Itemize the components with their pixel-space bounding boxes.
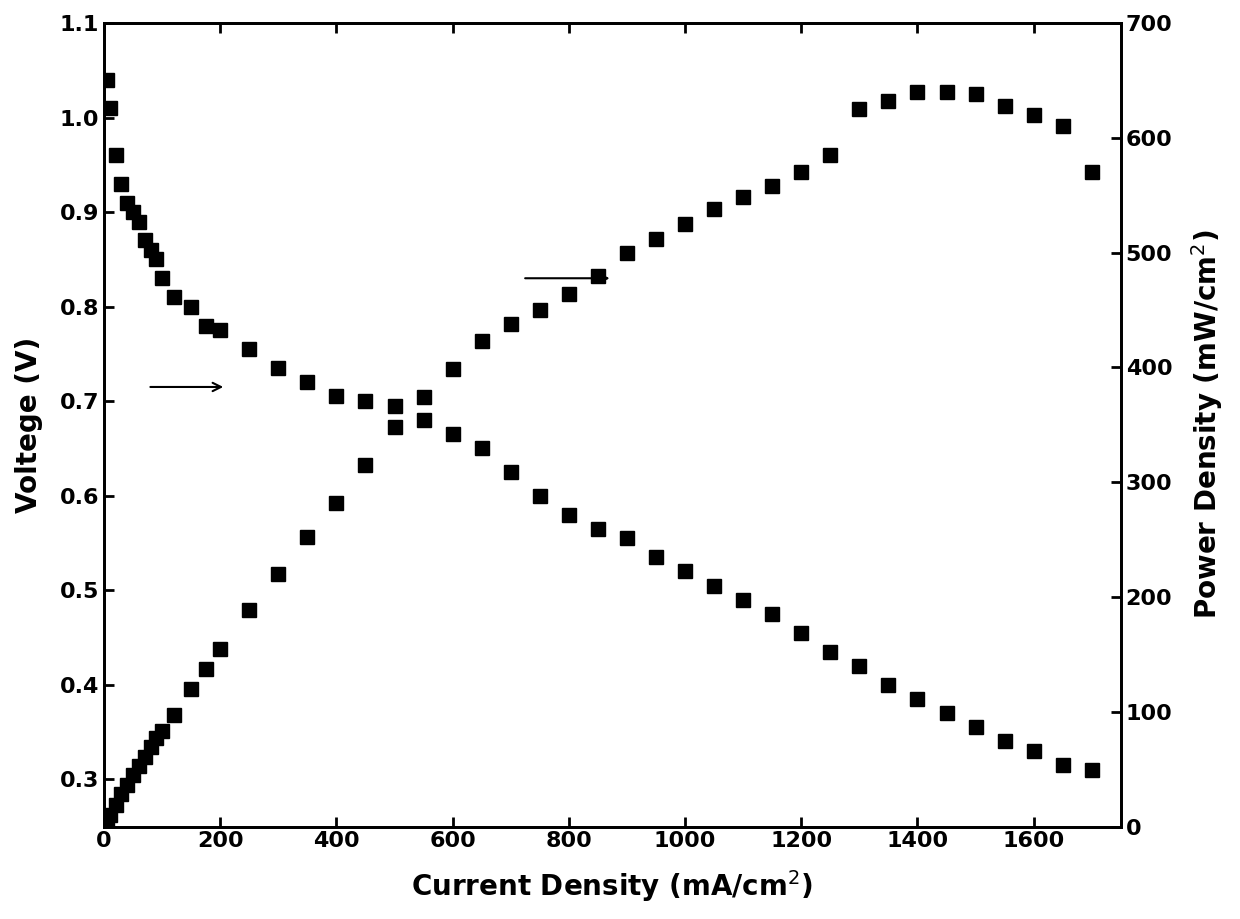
Y-axis label: Power Density (mW/cm$^2$): Power Density (mW/cm$^2$) bbox=[1189, 230, 1225, 619]
Y-axis label: Voltege (V): Voltege (V) bbox=[15, 336, 43, 513]
X-axis label: Current Density (mA/cm$^2$): Current Density (mA/cm$^2$) bbox=[412, 868, 813, 904]
